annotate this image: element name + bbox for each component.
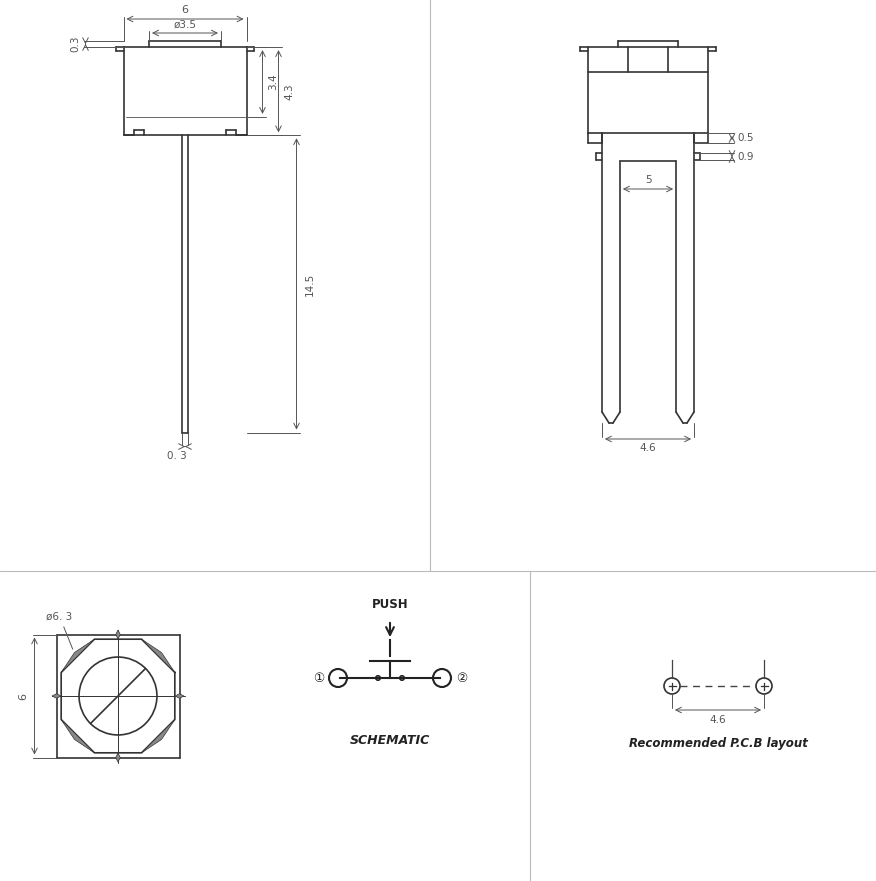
Polygon shape bbox=[61, 640, 95, 672]
Text: 0.5: 0.5 bbox=[738, 133, 754, 143]
Text: 5: 5 bbox=[645, 175, 652, 185]
Text: 0.9: 0.9 bbox=[738, 152, 754, 161]
Text: ②: ② bbox=[456, 671, 467, 685]
Text: ①: ① bbox=[313, 671, 324, 685]
Polygon shape bbox=[142, 640, 175, 672]
Text: Recommended P.C.B layout: Recommended P.C.B layout bbox=[629, 737, 808, 751]
Polygon shape bbox=[142, 720, 175, 753]
Polygon shape bbox=[116, 630, 120, 639]
Polygon shape bbox=[61, 720, 95, 753]
Text: PUSH: PUSH bbox=[371, 597, 408, 611]
Polygon shape bbox=[116, 753, 120, 762]
Text: 0.3: 0.3 bbox=[70, 36, 81, 52]
Text: 6: 6 bbox=[181, 5, 188, 15]
Text: SCHEMATIC: SCHEMATIC bbox=[350, 735, 430, 747]
Text: 0. 3: 0. 3 bbox=[167, 450, 187, 461]
Polygon shape bbox=[175, 693, 184, 699]
Text: ø6. 3: ø6. 3 bbox=[46, 611, 73, 649]
Text: ø3.5: ø3.5 bbox=[173, 20, 196, 30]
Text: 4.6: 4.6 bbox=[710, 715, 726, 725]
Text: 6: 6 bbox=[18, 692, 29, 700]
Text: 4.3: 4.3 bbox=[285, 83, 294, 100]
Text: 3.4: 3.4 bbox=[269, 74, 279, 91]
Polygon shape bbox=[52, 693, 61, 699]
Text: 14.5: 14.5 bbox=[305, 272, 314, 295]
Text: 4.6: 4.6 bbox=[639, 443, 656, 453]
